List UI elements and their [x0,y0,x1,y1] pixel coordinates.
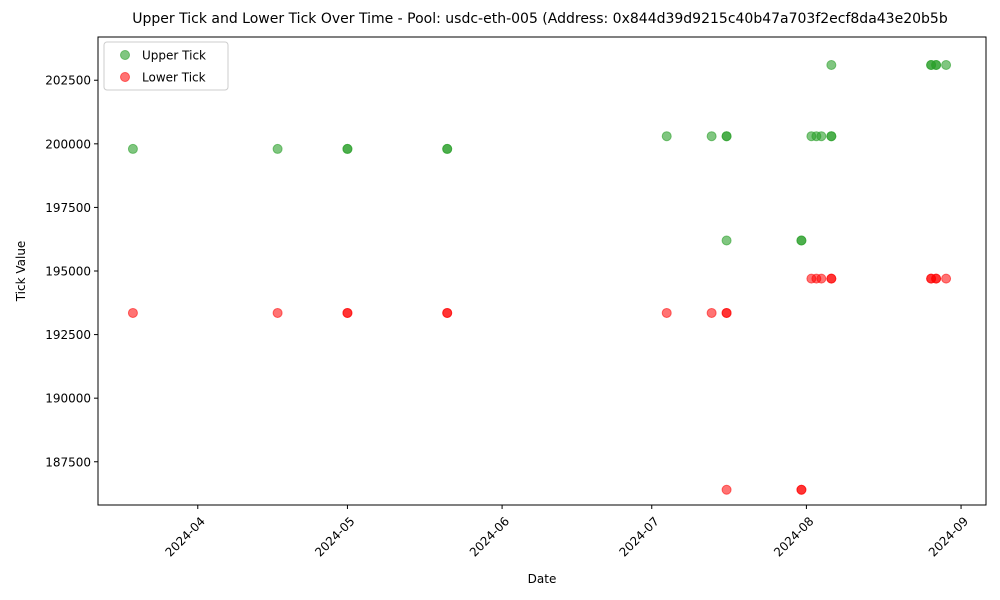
lower-tick-point-21 [931,273,942,284]
lower-tick-point-15 [816,273,827,284]
legend-box [103,41,229,91]
lower-tick-point-9 [721,307,732,318]
y-tick-label-1: 190000 [45,392,91,406]
legend-label-lower-tick: Lower Tick [142,71,206,85]
y-tick-label-4: 197500 [45,201,91,215]
y-axis: 187500 190000 192500 195000 197500 200000 2025… [45,74,98,469]
upper-tick-point-3 [342,143,353,154]
upper-tick-point-10 [721,235,732,246]
y-tick-label-3: 195000 [45,265,91,279]
lower-tick-point-1 [272,307,283,318]
lower-tick-point-5 [442,307,453,318]
upper-tick-point-18 [826,59,837,70]
lower-tick-point-0 [127,307,138,318]
upper-tick-point-22 [931,59,942,70]
chart-title: Upper Tick and Lower Tick Over Time - Po… [132,11,948,27]
x-axis-label: Date [528,572,557,586]
lower-tick-point-12 [796,484,807,495]
y-tick-label-0: 187500 [45,455,91,469]
y-tick-label-2: 192500 [45,328,91,342]
legend: Upper Tick Lower Tick [103,41,229,91]
upper-tick-point-0 [127,143,138,154]
upper-tick-point-5 [442,143,453,154]
upper-tick-point-7 [706,131,717,142]
lower-tick-point-3 [342,307,353,318]
lower-tick-point-22 [941,273,952,284]
upper-tick-point-1 [272,143,283,154]
lower-tick-point-10 [721,484,732,495]
y-tick-label-5: 200000 [45,137,91,151]
legend-marker-lower-tick [120,72,130,82]
points-layer [127,59,952,495]
y-axis-label: Tick Value [14,241,28,303]
lower-tick-point-6 [661,307,672,318]
y-tick-label-6: 202500 [45,74,91,88]
upper-tick-point-6 [661,131,672,142]
upper-tick-point-12 [796,235,807,246]
lower-tick-point-17 [826,273,837,284]
upper-tick-point-17 [826,131,837,142]
upper-tick-point-9 [721,131,732,142]
upper-tick-point-15 [816,131,827,142]
legend-marker-upper-tick [120,50,130,60]
upper-tick-point-23 [941,59,952,70]
lower-tick-point-7 [706,307,717,318]
legend-label-upper-tick: Upper Tick [142,49,206,63]
